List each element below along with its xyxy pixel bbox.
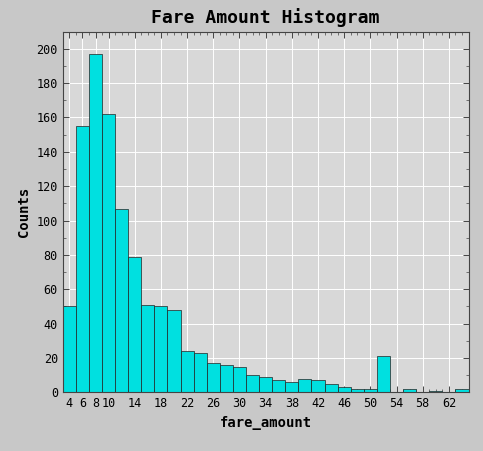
Bar [155, 307, 168, 392]
Bar [220, 365, 233, 392]
Bar [207, 363, 220, 392]
Bar [233, 367, 246, 392]
Bar [429, 391, 442, 392]
Bar [128, 257, 142, 392]
Bar [142, 305, 155, 392]
Bar [351, 389, 364, 392]
X-axis label: fare_amount: fare_amount [220, 416, 312, 430]
Bar [364, 389, 377, 392]
Bar [377, 356, 390, 392]
Bar [338, 387, 351, 392]
Bar [403, 389, 416, 392]
Bar [102, 114, 115, 392]
Bar [246, 375, 259, 392]
Bar [181, 351, 194, 392]
Bar [89, 54, 102, 392]
Bar [455, 389, 469, 392]
Bar [325, 384, 338, 392]
Title: Fare Amount Histogram: Fare Amount Histogram [152, 8, 380, 27]
Bar [115, 208, 128, 392]
Bar [259, 377, 272, 392]
Bar [63, 307, 76, 392]
Bar [168, 310, 181, 392]
Bar [194, 353, 207, 392]
Bar [298, 379, 312, 392]
Bar [312, 380, 325, 392]
Bar [76, 126, 89, 392]
Y-axis label: Counts: Counts [17, 187, 31, 237]
Bar [285, 382, 298, 392]
Bar [272, 380, 285, 392]
